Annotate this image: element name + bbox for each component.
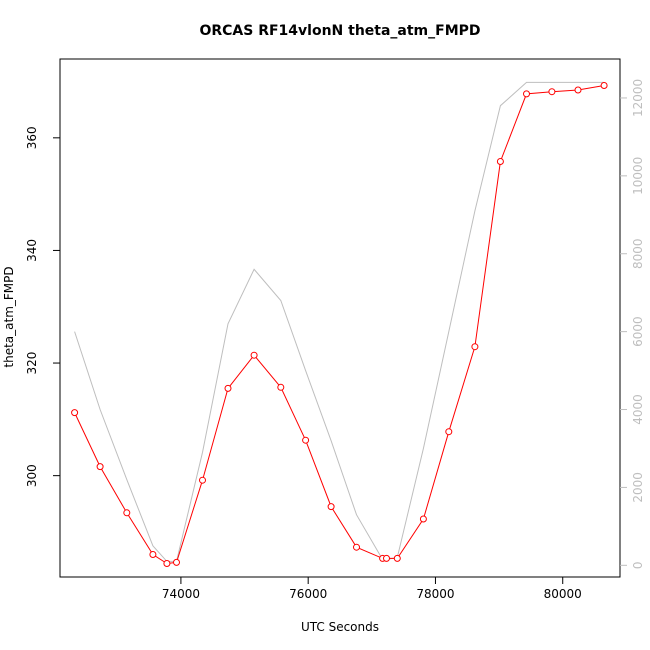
- data-point: [250, 351, 258, 359]
- data-point: [523, 90, 530, 98]
- primary-series-line: [74, 85, 605, 565]
- data-point: [393, 554, 401, 562]
- y2-tick-label: 8000: [631, 238, 645, 269]
- series-layer: [71, 81, 608, 567]
- data-point: [96, 463, 104, 471]
- data-point: [471, 343, 479, 351]
- data-point: [71, 409, 79, 417]
- y-tick-label: 360: [25, 126, 39, 149]
- data-point: [496, 158, 504, 165]
- data-point: [419, 515, 427, 523]
- y2-tick-label: 10000: [631, 157, 645, 195]
- data-point: [199, 476, 206, 484]
- x-tick-label: 80000: [544, 587, 582, 601]
- data-point: [574, 86, 582, 94]
- y2-tick-label: 4000: [631, 394, 645, 425]
- data-point: [445, 428, 453, 436]
- x-tick-label: 78000: [416, 587, 454, 601]
- x-tick-label: 74000: [162, 587, 200, 601]
- y2-tick-label: 6000: [631, 316, 645, 347]
- data-point: [353, 543, 360, 551]
- data-point: [163, 560, 171, 567]
- data-point: [302, 436, 310, 444]
- data-point: [548, 88, 556, 96]
- y-tick-label: 300: [25, 464, 39, 487]
- data-point: [600, 82, 608, 89]
- y-tick-label: 320: [25, 352, 39, 375]
- data-point: [123, 509, 131, 517]
- chart-title: ORCAS RF14vlonN theta_atm_FMPD: [199, 23, 480, 39]
- y-axis: 300 320 340 360: [25, 126, 60, 487]
- data-point: [277, 383, 285, 391]
- plot-frame: [59, 58, 621, 578]
- data-point: [327, 503, 335, 511]
- y2-axis: 0 2000 4000 6000 8000 10000 12000: [620, 79, 645, 569]
- data-point: [173, 558, 180, 566]
- y-tick-label: 340: [25, 239, 39, 262]
- x-axis: 74000 76000 78000 80000: [162, 577, 582, 601]
- x-tick-label: 76000: [289, 587, 327, 601]
- y-axis-label: theta_atm_FMPD: [2, 266, 16, 367]
- data-point: [149, 551, 157, 558]
- y2-tick-label: 0: [631, 561, 645, 569]
- secondary-series-line: [74, 81, 605, 562]
- y2-tick-label: 12000: [631, 79, 645, 117]
- data-point: [383, 554, 390, 562]
- x-axis-label: UTC Seconds: [301, 620, 379, 634]
- y2-tick-label: 2000: [631, 472, 645, 503]
- data-point: [224, 384, 232, 392]
